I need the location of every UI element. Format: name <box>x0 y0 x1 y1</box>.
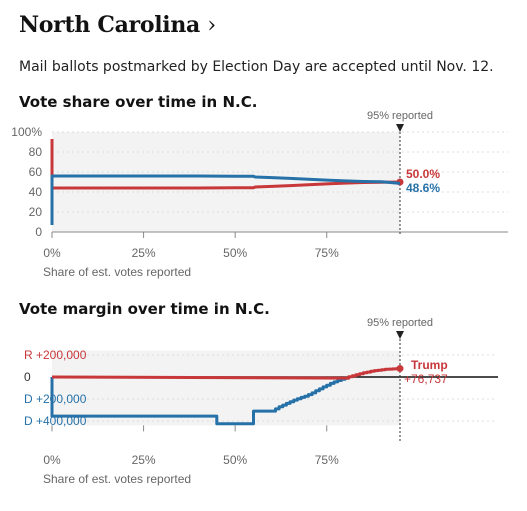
vote-share-chart: 100% 80 60 40 20 00% 25% 50% 75% Share of est. vo… <box>11 110 508 279</box>
y-tick-label: 20 <box>29 205 43 219</box>
end-label-name: Trump <box>411 358 448 372</box>
state-title-text[interactable]: North Carolina <box>19 12 200 38</box>
x-tick-label: 0% <box>43 246 61 260</box>
y-tick-label: R +200,000 <box>24 348 87 362</box>
x-axis-title: Share of est. votes reported <box>43 265 191 279</box>
y-tick-label: 40 <box>29 185 43 199</box>
end-point-margin <box>396 365 404 373</box>
x-tick-label: 25% <box>132 453 156 467</box>
x-tick-label: 25% <box>132 246 156 260</box>
margin-line-dem <box>50 376 351 426</box>
state-title[interactable]: North Carolina › <box>19 12 216 38</box>
reported-label: 95% reported <box>367 317 433 329</box>
end-label-dem: 48.6% <box>406 181 440 195</box>
reported-marker-icon <box>396 331 404 339</box>
y-tick-label: 60 <box>29 165 43 179</box>
x-axis-title: Share of est. votes reported <box>43 472 191 486</box>
end-label-value: +76,737 <box>404 372 448 386</box>
y-tick-label: 0 <box>24 370 31 384</box>
plot-background <box>52 350 400 426</box>
x-tick-label: 50% <box>223 246 247 260</box>
x-tick-label: 75% <box>315 246 339 260</box>
y-tick-label: 80 <box>29 145 43 159</box>
vote-margin-chart-title: Vote margin over time in N.C. <box>19 300 270 318</box>
mail-ballot-note: Mail ballots postmarked by Election Day … <box>19 59 494 75</box>
x-tick-label: 75% <box>315 453 339 467</box>
series-line-dem <box>50 174 401 225</box>
end-label-rep: 50.0% <box>406 167 440 181</box>
reported-label: 95% reported <box>367 110 433 122</box>
reported-marker-icon <box>396 124 404 132</box>
y-tick-label: D +200,000 <box>24 392 87 406</box>
y-tick-label: 0 <box>35 225 42 239</box>
vote-share-chart-title: Vote share over time in N.C. <box>19 93 258 111</box>
x-tick-label: 50% <box>223 453 247 467</box>
x-tick-label: 0% <box>43 453 61 467</box>
chevron-right-icon[interactable]: › <box>207 13 216 38</box>
margin-line-rep <box>51 367 400 380</box>
y-tick-label: 100% <box>11 125 42 139</box>
series-line-rep <box>50 139 401 190</box>
